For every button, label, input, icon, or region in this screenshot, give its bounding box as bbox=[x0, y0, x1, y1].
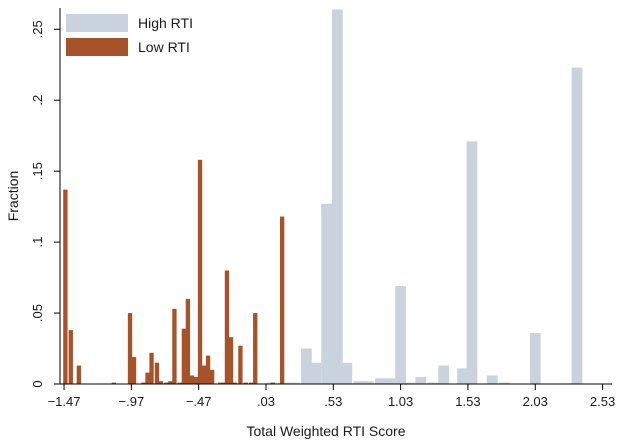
bar-low-rti-19 bbox=[197, 159, 203, 384]
axes-group bbox=[59, 8, 612, 385]
legend-label-low-rti: Low RTI bbox=[138, 39, 190, 55]
bar-low-rti-18 bbox=[193, 376, 199, 384]
bar-high-rti-6 bbox=[331, 9, 343, 384]
bar-low-rti-12 bbox=[168, 381, 173, 384]
bar-high-rti-3 bbox=[301, 348, 312, 384]
bar-high-rti-4 bbox=[310, 362, 322, 384]
legend-label-high-rti: High RTI bbox=[138, 15, 193, 31]
x-tick-label: −.97 bbox=[119, 394, 145, 409]
bar-low-rti-6 bbox=[141, 382, 146, 384]
bar-low-rti-28 bbox=[238, 345, 243, 384]
y-tick-label: .1 bbox=[30, 237, 45, 248]
bar-low-rti-13 bbox=[172, 308, 177, 384]
bar-high-rti-13 bbox=[404, 382, 416, 384]
bar-low-rti-17 bbox=[189, 375, 195, 384]
x-tick-label: .03 bbox=[257, 394, 275, 409]
bar-low-rti-26 bbox=[228, 337, 234, 384]
x-tick-label: 2.53 bbox=[590, 394, 615, 409]
bar-low-rti-3 bbox=[111, 382, 117, 384]
bar-low-rti-7 bbox=[145, 372, 150, 384]
bar-high-rti-22 bbox=[571, 67, 583, 384]
y-axis-title: Fraction bbox=[5, 171, 21, 222]
bar-low-rti-1 bbox=[68, 330, 73, 384]
bar-low-rti-32 bbox=[270, 382, 275, 384]
bar-low-rti-2 bbox=[76, 365, 81, 384]
y-tick-label: .25 bbox=[30, 20, 45, 38]
y-tick-label: .2 bbox=[30, 95, 45, 106]
ticks-group: −1.47 −.97 −.47 .03 .53 1.03 1.53 2.03 2.53 0 .05.… bbox=[30, 20, 615, 409]
x-axis-title: Total Weighted RTI Score bbox=[246, 423, 405, 439]
bar-low-rti-33 bbox=[279, 216, 285, 384]
bar-low-rti-16 bbox=[185, 298, 191, 384]
bar-high-rti-18 bbox=[466, 141, 478, 384]
bar-low-rti-10 bbox=[158, 381, 164, 384]
bar-low-rti-9 bbox=[154, 362, 160, 384]
bar-high-rti-2 bbox=[288, 382, 300, 384]
bar-low-rti-20 bbox=[201, 365, 207, 384]
bar-high-rti-7 bbox=[341, 362, 353, 384]
bar-low-rti-22 bbox=[209, 369, 215, 384]
bar-high-rti-9 bbox=[362, 381, 374, 384]
bar-low-rti-8 bbox=[149, 352, 154, 384]
bar-high-rti-17 bbox=[457, 368, 468, 384]
bar-low-rti-11 bbox=[164, 382, 169, 384]
x-tick-label: −1.47 bbox=[48, 394, 81, 409]
bar-low-rti-14 bbox=[177, 382, 182, 384]
x-tick-label: 1.03 bbox=[388, 394, 413, 409]
bar-high-rti-14 bbox=[415, 376, 427, 384]
bar-low-rti-27 bbox=[232, 382, 238, 384]
x-tick-label: .53 bbox=[324, 394, 342, 409]
bar-high-rti-15 bbox=[427, 382, 439, 384]
bar-low-rti-4 bbox=[127, 313, 133, 384]
legend-swatch-high-rti bbox=[66, 14, 128, 32]
bar-high-rti-12 bbox=[395, 286, 407, 384]
bar-low-rti-24 bbox=[222, 382, 227, 384]
x-tick-label: 2.03 bbox=[523, 394, 548, 409]
bar-low-rti-29 bbox=[243, 382, 248, 384]
y-tick-label: .15 bbox=[30, 162, 45, 180]
bar-high-rti-16 bbox=[438, 365, 450, 384]
bar-low-rti-21 bbox=[205, 355, 211, 384]
bar-low-rti-0 bbox=[63, 189, 68, 384]
bar-low-rti-31 bbox=[253, 313, 258, 384]
bar-high-rti-20 bbox=[498, 382, 510, 384]
bar-high-rti-21 bbox=[529, 332, 541, 384]
x-tick-label: 1.53 bbox=[455, 394, 480, 409]
bar-low-rti-30 bbox=[249, 382, 254, 384]
bar-high-rti-11 bbox=[384, 378, 396, 384]
bars-group bbox=[63, 9, 583, 384]
x-tick-label: −.47 bbox=[186, 394, 212, 409]
bar-low-rti-15 bbox=[181, 328, 187, 384]
bar-low-rti-23 bbox=[218, 382, 223, 384]
legend: High RTI Low RTI bbox=[66, 14, 193, 56]
bar-high-rti-5 bbox=[321, 203, 332, 384]
bar-high-rti-8 bbox=[353, 381, 365, 384]
bar-high-rti-10 bbox=[375, 378, 386, 384]
y-tick-label: .05 bbox=[30, 304, 45, 322]
legend-swatch-low-rti bbox=[66, 38, 128, 56]
bar-low-rti-25 bbox=[224, 270, 230, 384]
bar-low-rti-5 bbox=[131, 357, 137, 384]
bar-high-rti-19 bbox=[486, 375, 498, 384]
y-tick-label: 0 bbox=[30, 380, 45, 387]
